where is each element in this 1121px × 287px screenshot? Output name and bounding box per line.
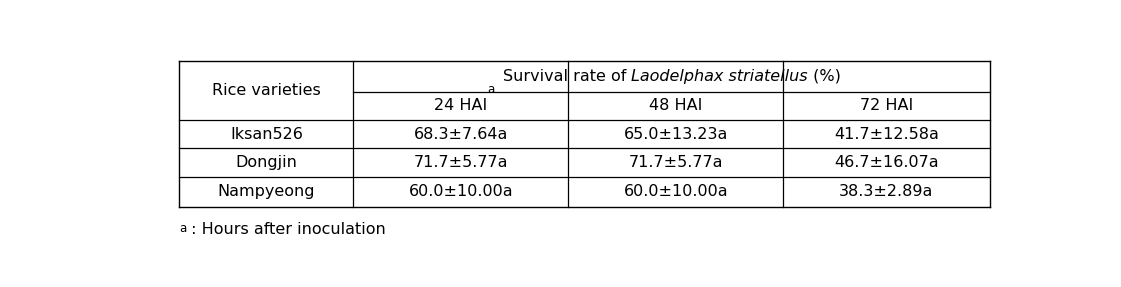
Text: 48 HAI: 48 HAI bbox=[649, 98, 703, 113]
Text: 60.0±10.00a: 60.0±10.00a bbox=[623, 184, 728, 199]
Text: 38.3±2.89a: 38.3±2.89a bbox=[840, 184, 934, 199]
Text: 71.7±5.77a: 71.7±5.77a bbox=[414, 155, 508, 170]
Text: : Hours after inoculation: : Hours after inoculation bbox=[186, 222, 387, 237]
Text: 41.7±12.58a: 41.7±12.58a bbox=[834, 127, 939, 142]
Text: 68.3±7.64a: 68.3±7.64a bbox=[414, 127, 508, 142]
Text: Laodelphax striatellus: Laodelphax striatellus bbox=[631, 69, 808, 84]
Text: 72 HAI: 72 HAI bbox=[860, 98, 914, 113]
Text: 60.0±10.00a: 60.0±10.00a bbox=[408, 184, 513, 199]
Text: (%): (%) bbox=[808, 69, 841, 84]
Text: Iksan526: Iksan526 bbox=[230, 127, 303, 142]
Text: 65.0±13.23a: 65.0±13.23a bbox=[623, 127, 728, 142]
Text: Survival rate of: Survival rate of bbox=[502, 69, 631, 84]
Text: Dongjin: Dongjin bbox=[235, 155, 297, 170]
Text: 24 HAI: 24 HAI bbox=[434, 98, 488, 113]
Text: a: a bbox=[179, 222, 186, 235]
Text: Nampyeong: Nampyeong bbox=[217, 184, 315, 199]
Text: Rice varieties: Rice varieties bbox=[212, 83, 321, 98]
Text: a: a bbox=[488, 83, 494, 96]
Text: 46.7±16.07a: 46.7±16.07a bbox=[834, 155, 938, 170]
Text: 71.7±5.77a: 71.7±5.77a bbox=[629, 155, 723, 170]
